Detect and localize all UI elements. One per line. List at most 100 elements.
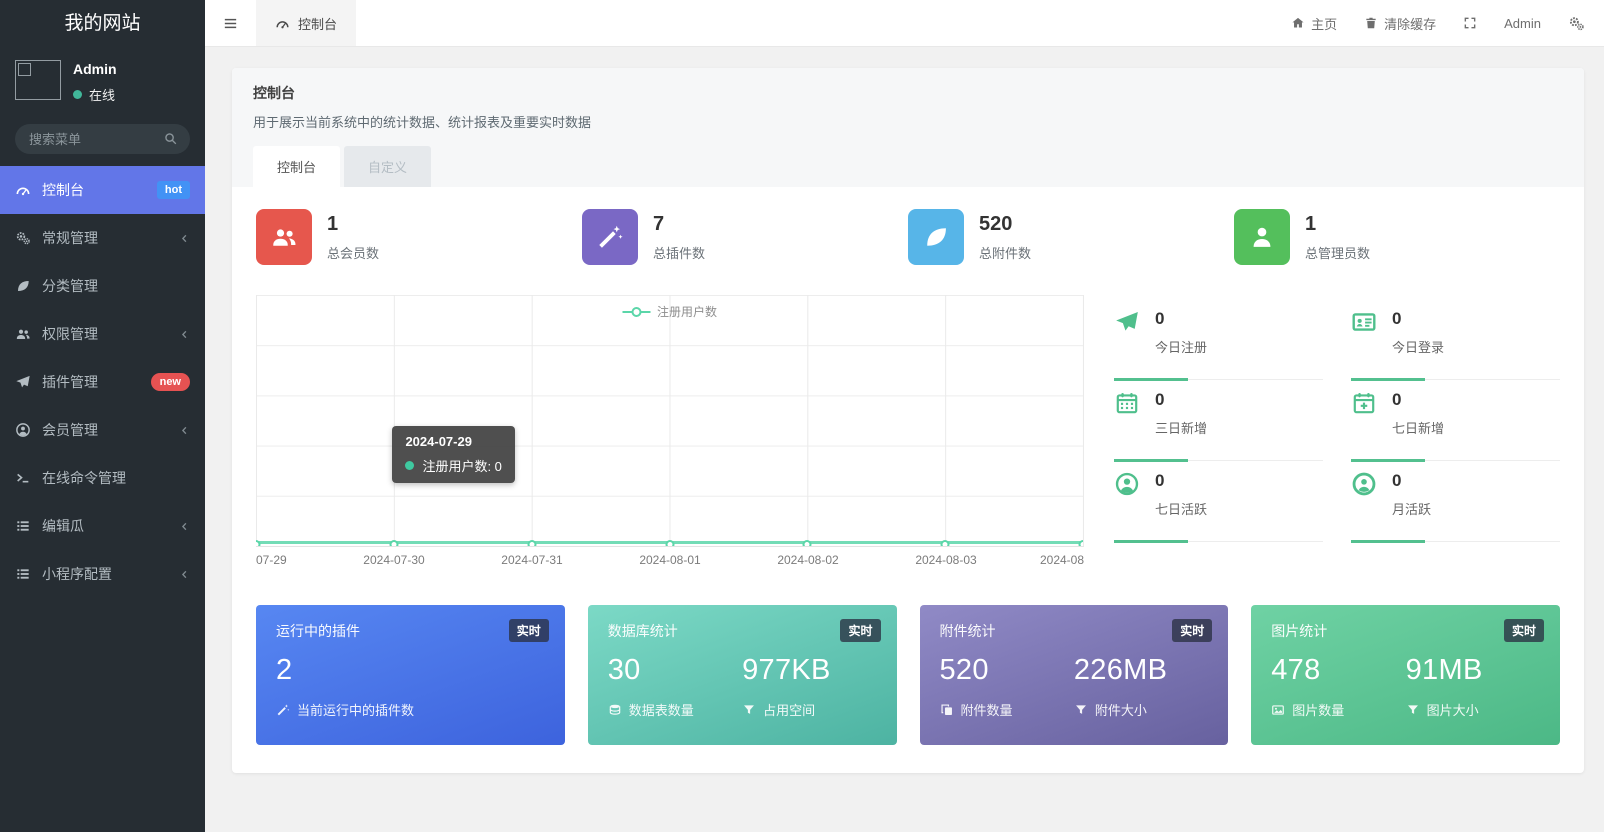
wand-icon [276,703,290,717]
chart-plot[interactable]: 注册用户数 2024-0 [256,295,1085,547]
legend-marker-icon [622,310,651,313]
users-icon [270,223,298,251]
new-badge: new [150,373,190,391]
sidebar: 我的网站 Admin 在线 控制台 hot 常规管理 [0,0,205,832]
site-title: 我的网站 [64,13,141,34]
data-point [940,540,950,546]
gauge-icon [275,16,290,31]
users-icon [15,326,31,342]
filter-icon [1074,703,1088,717]
stat-month-active: 0 月活跃 [1351,461,1560,543]
database-icon [608,703,622,717]
stat-7day-new: 0 七日新增 [1351,380,1560,462]
sidebar-item-general[interactable]: 常规管理 [0,214,205,262]
data-point [389,540,399,546]
leaf-icon [15,278,31,294]
content-area: 控制台 用于展示当前系统中的统计数据、统计报表及重要实时数据 控制台 自定义 1… [205,47,1604,832]
realtime-badge: 实时 [840,619,881,642]
user-panel: Admin 在线 [0,48,205,116]
filter-icon [1406,703,1420,717]
card-image-stats: 图片统计 实时 478 图片数量 91MB [1251,605,1560,745]
hot-badge: hot [156,181,190,199]
realtime-badge: 实时 [508,619,549,642]
data-point [256,540,261,546]
calendar-plus-icon [1351,390,1377,437]
sidebar-item-miniapp[interactable]: 小程序配置 [0,550,205,598]
broken-image-icon [18,63,31,76]
tab-custom[interactable]: 自定义 [344,146,432,187]
page-title: 控制台 [253,85,295,101]
data-point [802,540,812,546]
chart-tooltip: 2024-07-29 注册用户数: 0 [392,425,515,483]
dashboard-panel: 控制台 用于展示当前系统中的统计数据、统计报表及重要实时数据 控制台 自定义 1… [232,68,1584,773]
chevron-left-icon [179,521,190,532]
gauge-icon [15,182,31,198]
sidebar-item-command[interactable]: 在线命令管理 [0,454,205,502]
copy-icon [940,703,954,717]
user-menu[interactable]: Admin [1504,15,1541,31]
chart-legend[interactable]: 注册用户数 [622,303,717,320]
clear-cache-button[interactable]: 清除缓存 [1364,14,1436,33]
data-point [1078,540,1084,546]
data-point [527,540,537,546]
summary-cards: 运行中的插件 实时 2 当前运行中的插件数 数据 [256,605,1560,745]
user-circle-icon [15,422,31,438]
filter-icon [742,703,756,717]
terminal-icon [15,470,31,486]
chevron-left-icon [179,329,190,340]
registered-users-chart[interactable]: 注册用户数 2024-0 [256,295,1085,573]
chevron-left-icon [179,569,190,580]
series-dot-icon [405,460,415,470]
list-icon [15,566,31,582]
trash-icon [1364,16,1378,30]
sidebar-item-auth[interactable]: 权限管理 [0,310,205,358]
page-subtitle: 用于展示当前系统中的统计数据、统计报表及重要实时数据 [253,115,592,130]
search-icon [163,131,178,146]
realtime-badge: 实时 [1172,619,1213,642]
settings-button[interactable] [1568,15,1585,32]
topbar: 控制台 主页 清除缓存 Admin [205,0,1604,47]
user-status-label: 在线 [89,88,116,103]
card-database-stats: 数据库统计 实时 30 数据表数量 977KB [587,605,897,745]
expand-icon [1463,16,1477,30]
paper-plane-icon [15,374,31,390]
id-card-icon [1351,309,1377,356]
fullscreen-button[interactable] [1463,16,1477,30]
home-link[interactable]: 主页 [1291,14,1337,33]
wand-icon [596,223,624,251]
stat-tiles: 1 总会员数 7 总插件数 520 总附件数 [256,209,1560,265]
chevron-left-icon [179,425,190,436]
tab-dashboard[interactable]: 控制台 [253,146,341,187]
list-icon [15,518,31,534]
gears-icon [15,230,31,246]
card-attachment-stats: 附件统计 实时 520 附件数量 226MB [919,605,1229,745]
sidebar-item-category[interactable]: 分类管理 [0,262,205,310]
user-name: Admin [73,61,117,77]
tile-total-members: 1 总会员数 [256,209,582,265]
stat-today-register: 0 今日注册 [1114,299,1323,381]
topbar-tab-dashboard[interactable]: 控制台 [256,0,357,46]
realtime-badge: 实时 [1503,619,1544,642]
sidebar-item-addon[interactable]: 插件管理 new [0,358,205,406]
stat-7day-active: 0 七日活跃 [1114,461,1323,543]
online-status-icon [73,90,82,99]
sidebar-item-user[interactable]: 会员管理 [0,406,205,454]
stat-today-login: 0 今日登录 [1351,299,1560,381]
tile-total-addons: 7 总插件数 [582,209,908,265]
calendar-icon [1114,390,1140,437]
gears-icon [1568,15,1585,32]
sidebar-item-editor[interactable]: 编辑瓜 [0,502,205,550]
mini-stats: 0 今日注册 0 今日登录 [1114,295,1560,573]
data-point [665,540,675,546]
paper-plane-icon [1114,309,1140,356]
person-icon [1248,223,1276,251]
stat-3day-new: 0 三日新增 [1114,380,1323,462]
avatar [15,60,61,100]
card-running-addons: 运行中的插件 实时 2 当前运行中的插件数 [256,605,565,745]
image-icon [1271,703,1285,717]
chart-x-axis: 07-29 2024-07-30 2024-07-31 2024-08-01 2… [256,553,1085,567]
menu-search-input[interactable] [15,124,190,154]
sidebar-toggle-button[interactable] [205,15,256,32]
sidebar-item-dashboard[interactable]: 控制台 hot [0,166,205,214]
